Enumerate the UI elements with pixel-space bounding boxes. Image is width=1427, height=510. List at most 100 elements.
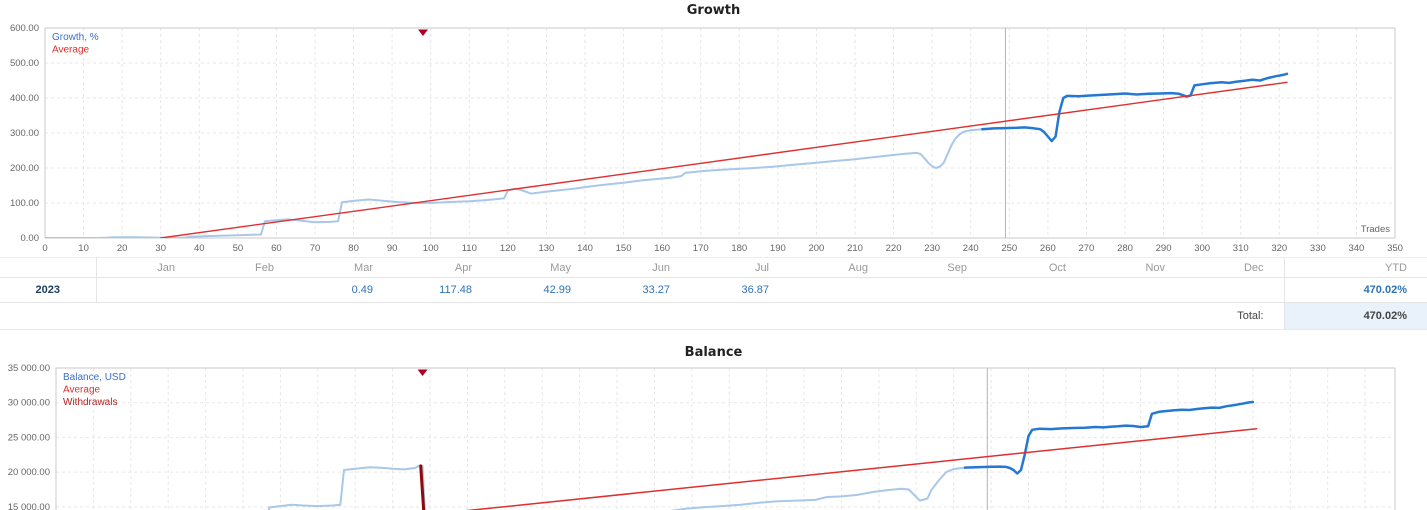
legend-withdrawals: Withdrawals [63, 397, 117, 408]
month-header-feb: Feb [195, 257, 294, 278]
y-axis-label: 30 000.00 [8, 398, 50, 409]
x-axis-label: 290 [1156, 243, 1172, 254]
x-axis-title: Trades [1361, 224, 1390, 235]
month-header-nov: Nov [1086, 257, 1185, 278]
month-header-sep: Sep [888, 257, 987, 278]
month-header-jul: Jul [690, 257, 789, 278]
x-axis-label: 230 [924, 243, 940, 254]
x-axis-label: 150 [616, 243, 632, 254]
year-column-header [0, 257, 97, 278]
y-axis-label: 400.00 [10, 93, 39, 104]
y-axis-label: 20 000.00 [8, 467, 50, 478]
monthly-growth-dec [1185, 277, 1284, 303]
x-axis-label: 220 [886, 243, 902, 254]
month-header-aug: Aug [789, 257, 888, 278]
y-axis-label: 500.00 [10, 58, 39, 69]
x-axis-label: 190 [770, 243, 786, 254]
balance-withdrawals-line [419, 464, 426, 510]
balance-average-line [465, 427, 1258, 510]
growth-history-line [45, 128, 984, 238]
x-axis-label: 60 [271, 243, 282, 254]
monthly-growth-feb [195, 277, 294, 303]
legend-average: Average [52, 45, 90, 56]
balance-live-line [963, 400, 1255, 475]
x-axis-label: 0 [42, 243, 47, 254]
x-axis-label: 330 [1310, 243, 1326, 254]
x-axis-label: 10 [78, 243, 89, 254]
x-axis-label: 40 [194, 243, 205, 254]
x-axis-label: 350 [1387, 243, 1403, 254]
x-axis-label: 30 [155, 243, 166, 254]
growth-chart-canvas[interactable]: 0.00 100.00 200.00 300.00 400.00 500.00 600.00… [0, 0, 1427, 256]
month-header-row: Jan Feb Mar Apr May Jun Jul Aug Sep Oct Nov Dec YTD [0, 257, 1427, 278]
x-axis-label: 50 [233, 243, 244, 254]
legend-balance-usd: Balance, USD [63, 372, 126, 383]
x-axis-label: 20 [117, 243, 128, 254]
x-axis-label: 340 [1348, 243, 1364, 254]
x-axis-label: 200 [808, 243, 824, 254]
monthly-growth-aug [789, 277, 888, 303]
y-axis-label: 25 000.00 [8, 432, 50, 443]
month-header-jun: Jun [591, 257, 690, 278]
y-axis-label: 300.00 [10, 128, 39, 139]
x-axis-label: 130 [538, 243, 554, 254]
x-axis-label: 90 [387, 243, 398, 254]
y-axis-label: 200.00 [10, 163, 39, 174]
y-axis-label: 100.00 [10, 198, 39, 209]
total-growth-value: 470.02% [1283, 302, 1427, 330]
growth-live-line [981, 72, 1289, 143]
x-axis-label: 140 [577, 243, 593, 254]
legend-average: Average [63, 385, 101, 396]
withdrawal-marker-icon[interactable] [417, 369, 428, 377]
legend-growth-: Growth, % [52, 32, 99, 43]
monthly-growth-apr[interactable]: 117.48 [393, 277, 492, 303]
x-axis-label: 120 [500, 243, 516, 254]
growth-chart-title: Growth [686, 3, 741, 18]
x-axis-label: 300 [1194, 243, 1210, 254]
month-header-apr: Apr [393, 257, 492, 278]
monthly-growth-oct [987, 277, 1086, 303]
x-axis-label: 160 [654, 243, 670, 254]
monthly-growth-jun[interactable]: 33.27 [591, 277, 690, 303]
plot-border [55, 367, 1396, 510]
year-data-row: 2023 0.49 117.48 42.99 33.27 36.87 470.02% [0, 277, 1427, 303]
monthly-growth-may[interactable]: 42.99 [492, 277, 591, 303]
balance-chart-title: Balance [684, 345, 743, 360]
ytd-value: 470.02% [1283, 277, 1427, 303]
monthly-growth-mar[interactable]: 0.49 [294, 277, 393, 303]
x-axis-label: 250 [1001, 243, 1017, 254]
monthly-growth-nov [1086, 277, 1185, 303]
monthly-growth-jan [96, 277, 195, 303]
month-header-may: May [492, 257, 591, 278]
x-axis-label: 310 [1233, 243, 1249, 254]
plot-border [44, 27, 1396, 239]
y-axis-label: 35 000.00 [8, 363, 50, 374]
monthly-growth-table: Jan Feb Mar Apr May Jun Jul Aug Sep Oct Nov Dec YTD 2… [0, 257, 1427, 330]
month-header-oct: Oct [987, 257, 1086, 278]
x-axis-label: 70 [310, 243, 321, 254]
x-axis-label: 170 [693, 243, 709, 254]
month-header-jan: Jan [96, 257, 195, 278]
month-header-dec: Dec [1185, 257, 1284, 278]
y-axis-label: 0.00 [21, 233, 40, 244]
x-axis-label: 320 [1271, 243, 1287, 254]
y-axis-label: 15 000.00 [8, 502, 50, 510]
x-axis-label: 80 [348, 243, 359, 254]
year-label: 2023 [0, 277, 97, 303]
month-header-mar: Mar [294, 257, 393, 278]
x-axis-label: 240 [963, 243, 979, 254]
x-axis-label: 110 [462, 243, 477, 254]
total-label: Total: [0, 302, 1284, 330]
x-axis-label: 270 [1078, 243, 1094, 254]
monthly-growth-jul[interactable]: 36.87 [690, 277, 789, 303]
total-row: Total: 470.02% [0, 302, 1427, 330]
ytd-column-header: YTD [1283, 257, 1427, 278]
x-axis-label: 180 [731, 243, 747, 254]
withdrawal-marker-icon[interactable] [418, 29, 428, 37]
y-axis-label: 600.00 [10, 23, 39, 34]
x-axis-label: 100 [423, 243, 439, 254]
growth-average-line [159, 81, 1288, 238]
x-axis-label: 280 [1117, 243, 1133, 254]
